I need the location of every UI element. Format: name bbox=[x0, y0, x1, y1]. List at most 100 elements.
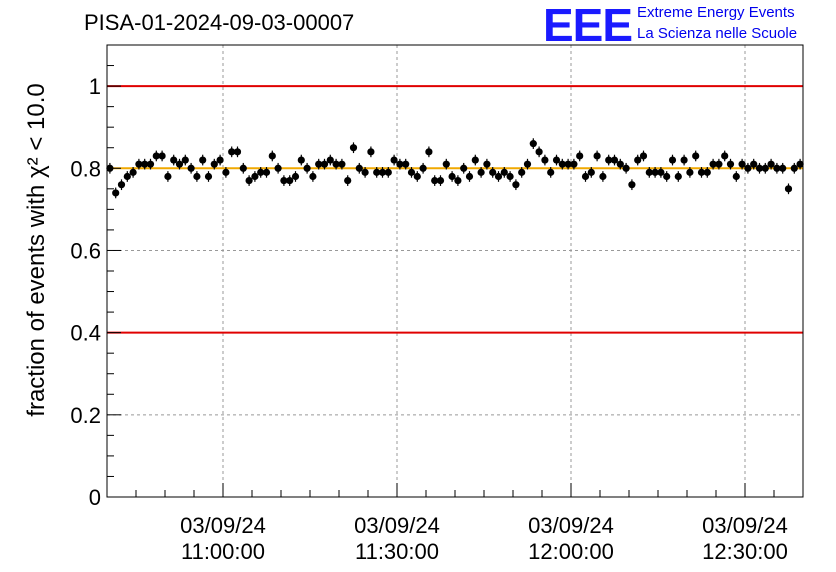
data-point bbox=[286, 175, 294, 186]
data-marker bbox=[587, 168, 595, 176]
data-point bbox=[552, 154, 561, 166]
data-point bbox=[262, 167, 271, 178]
data-marker bbox=[541, 156, 549, 164]
data-marker bbox=[332, 160, 340, 168]
data-point bbox=[448, 171, 456, 182]
data-marker bbox=[338, 160, 346, 168]
data-point bbox=[715, 158, 723, 170]
data-marker bbox=[657, 168, 665, 176]
data-point bbox=[709, 158, 717, 170]
data-marker bbox=[738, 160, 746, 168]
data-point bbox=[355, 162, 363, 174]
data-point bbox=[750, 158, 758, 170]
data-point bbox=[315, 158, 323, 170]
data-point bbox=[767, 158, 775, 170]
data-point bbox=[639, 150, 648, 162]
data-point bbox=[697, 167, 706, 178]
data-point bbox=[297, 154, 305, 166]
data-point bbox=[686, 167, 694, 178]
data-point bbox=[303, 162, 311, 174]
data-point bbox=[668, 154, 677, 166]
data-point bbox=[378, 167, 387, 178]
logo-tagline-2: La Scienza nelle Scuole bbox=[637, 25, 798, 42]
data-point bbox=[349, 142, 358, 154]
data-marker bbox=[373, 168, 381, 176]
data-marker bbox=[465, 172, 474, 181]
data-point bbox=[587, 167, 595, 178]
data-marker bbox=[262, 168, 271, 176]
data-points bbox=[106, 138, 804, 199]
data-marker bbox=[251, 172, 259, 181]
data-marker bbox=[558, 160, 566, 168]
data-point bbox=[506, 171, 514, 182]
data-point bbox=[280, 175, 288, 186]
reference-lines bbox=[107, 85, 803, 334]
x-tick-time: 11:30:00 bbox=[355, 539, 439, 564]
data-marker bbox=[152, 152, 160, 160]
data-marker bbox=[268, 152, 276, 160]
data-marker bbox=[431, 177, 439, 185]
data-marker bbox=[303, 164, 311, 172]
data-point bbox=[210, 158, 218, 170]
data-point bbox=[558, 158, 566, 170]
data-marker bbox=[750, 160, 758, 168]
data-marker bbox=[494, 172, 503, 181]
data-point bbox=[373, 167, 381, 178]
data-point bbox=[233, 146, 242, 158]
data-point bbox=[518, 167, 526, 178]
data-marker bbox=[320, 160, 329, 168]
data-point bbox=[576, 150, 584, 162]
logo-mark: EEE bbox=[543, 0, 633, 51]
data-marker bbox=[175, 160, 184, 168]
data-point bbox=[309, 171, 317, 182]
data-point bbox=[332, 158, 340, 170]
y-axis-label: fraction of events with χ² < 10.0 bbox=[23, 83, 50, 416]
axes: 00.20.40.60.8103/09/2411:00:0003/09/2411… bbox=[70, 65, 788, 564]
y-tick-label: 0.2 bbox=[70, 403, 101, 428]
data-point bbox=[628, 179, 636, 191]
data-marker bbox=[384, 168, 392, 176]
data-marker bbox=[773, 164, 781, 172]
data-marker bbox=[518, 168, 526, 176]
data-point bbox=[721, 150, 729, 162]
data-marker bbox=[390, 156, 398, 164]
data-marker bbox=[547, 168, 555, 176]
data-marker bbox=[512, 181, 520, 189]
data-marker bbox=[378, 168, 387, 176]
data-marker bbox=[146, 160, 155, 168]
data-marker bbox=[286, 177, 294, 185]
data-marker bbox=[199, 156, 207, 164]
data-marker bbox=[639, 152, 648, 160]
data-marker bbox=[732, 172, 740, 181]
data-point bbox=[291, 171, 300, 182]
data-marker bbox=[407, 168, 416, 176]
data-point bbox=[674, 171, 682, 182]
data-marker bbox=[744, 164, 752, 172]
data-marker bbox=[413, 172, 421, 181]
data-point bbox=[442, 158, 450, 170]
data-marker bbox=[500, 168, 508, 176]
data-point bbox=[251, 171, 259, 182]
data-marker bbox=[419, 164, 427, 172]
data-marker bbox=[141, 160, 149, 168]
data-marker bbox=[274, 164, 282, 172]
data-marker bbox=[703, 168, 711, 176]
data-point bbox=[616, 158, 624, 170]
data-marker bbox=[222, 168, 230, 176]
data-point bbox=[454, 175, 462, 186]
data-point bbox=[274, 162, 282, 174]
x-tick-date: 03/09/24 bbox=[528, 513, 614, 538]
x-tick-time: 11:00:00 bbox=[181, 539, 265, 564]
data-marker bbox=[361, 168, 369, 176]
grid-lines bbox=[107, 45, 803, 497]
data-marker bbox=[442, 160, 450, 168]
data-point bbox=[512, 179, 520, 191]
data-point bbox=[645, 167, 653, 178]
data-point bbox=[135, 158, 143, 170]
x-tick-time: 12:30:00 bbox=[702, 539, 788, 564]
data-point bbox=[634, 154, 642, 166]
data-point bbox=[460, 162, 468, 174]
data-point bbox=[726, 158, 735, 170]
data-marker bbox=[402, 160, 410, 168]
data-marker bbox=[204, 172, 213, 181]
